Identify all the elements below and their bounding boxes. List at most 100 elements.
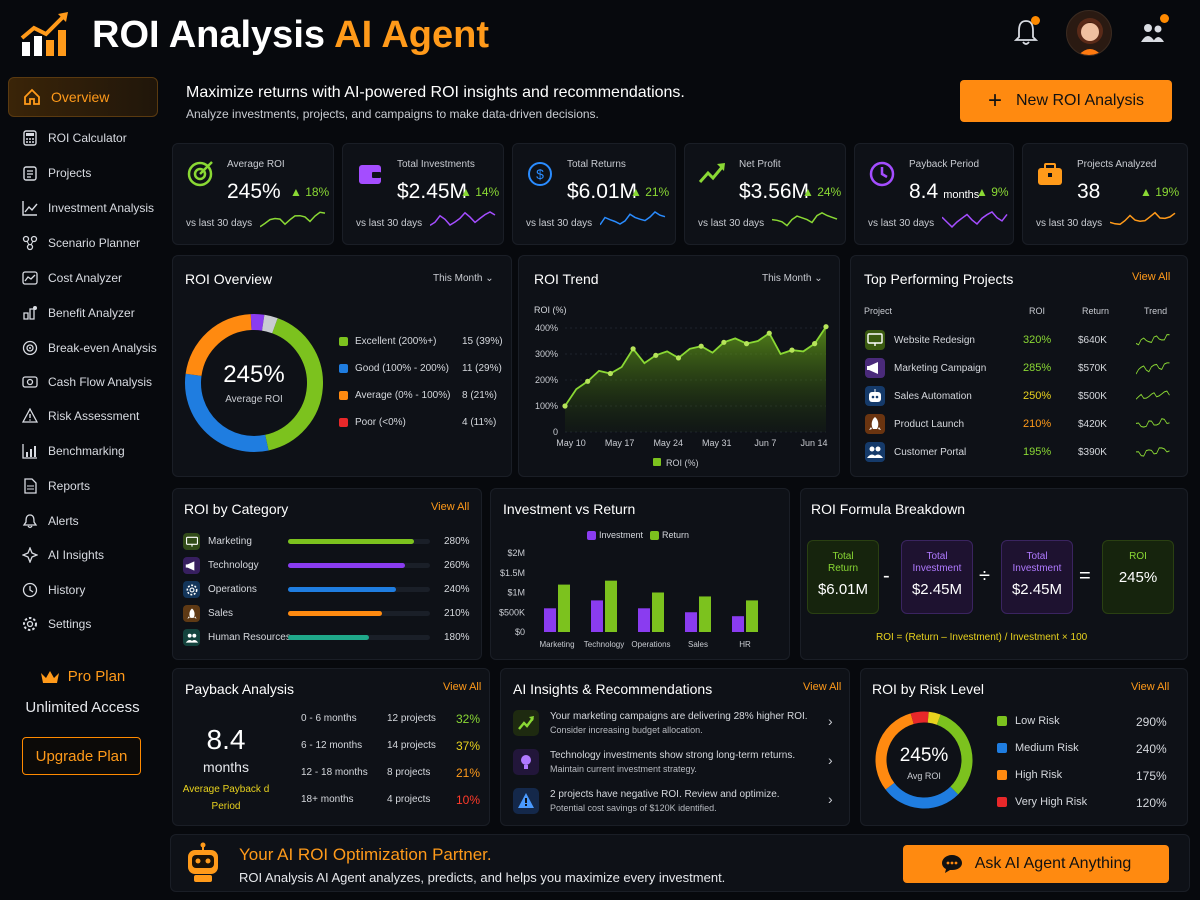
bell-icon [22,514,38,529]
svg-text:$: $ [536,166,544,182]
project-return: $420K [1078,419,1107,430]
category-bar [288,635,369,640]
sidebar-item-benefit-analyzer[interactable]: Benefit Analyzer [8,293,158,333]
sidebar-item-history[interactable]: History [8,570,158,610]
sidebar-item-roi-calculator[interactable]: ROI Calculator [8,118,158,158]
roi-by-category-card [172,488,482,660]
risk-value: 175% [1136,769,1167,783]
kpi-card[interactable] [172,143,334,245]
avatar[interactable] [1066,10,1112,56]
kpi-label: Projects Analyzed [1077,159,1157,170]
sidebar-item-investment-analysis[interactable]: Investment Analysis [8,188,158,228]
footer-subtitle: ROI Analysis AI Agent analyzes, predicts… [239,870,726,885]
x-tick-label: May 24 [653,438,683,448]
roi-trend-period-dropdown[interactable]: This Month ⌄ [762,273,823,284]
kpi-card[interactable] [512,143,676,245]
new-roi-analysis-button[interactable]: + New ROI Analysis [960,80,1172,122]
crown-icon [40,670,59,683]
data-point [675,355,682,361]
kpi-card[interactable] [684,143,846,245]
roi-formula-title: ROI Formula Breakdown [811,501,966,517]
data-point [789,347,795,353]
sidebar-item-break-even[interactable]: Break-even Analysis [8,328,158,368]
category-bar-track [288,539,430,544]
x-tick-label: May 17 [605,438,635,448]
sidebar-item-projects[interactable]: Projects [8,153,158,193]
kpi-card[interactable] [854,143,1014,245]
payback-count: 8 projects [387,767,431,778]
kpi-value: $6.01M [567,180,638,203]
users-icon[interactable] [1140,22,1166,44]
sidebar-item-reports[interactable]: Reports [8,466,158,506]
upgrade-plan-button[interactable]: Upgrade Plan [22,737,141,775]
roi-trend-ylabel: ROI (%) [534,305,567,315]
kpi-comparison: vs last 30 days [526,218,593,229]
category-label: Technology [208,560,259,571]
chevron-right-icon[interactable]: › [828,791,833,807]
top-projects-view-all-link[interactable]: View All [1132,271,1171,283]
nodes-icon [22,235,38,251]
legend-swatch [339,391,348,400]
category-bar-track [288,587,430,592]
ai-insights-view-all-link[interactable]: View All [803,681,842,693]
roi-by-risk-title: ROI by Risk Level [872,681,985,697]
return-bar [605,580,617,632]
sidebar-item-cost-analyzer[interactable]: Cost Analyzer [8,258,158,298]
category-value: 280% [444,536,470,547]
banner-subtitle: Analyze investments, projects, and campa… [186,107,599,121]
kpi-comparison: vs last 30 days [186,218,253,229]
roi-by-category-view-all-link[interactable]: View All [431,501,470,513]
kpi-sparkline [600,211,666,226]
roi-overview-period-dropdown[interactable]: This Month ⌄ [433,273,494,284]
payback-view-all-link[interactable]: View All [443,681,482,693]
ask-ai-agent-button[interactable]: Ask AI Agent Anything [903,845,1169,883]
project-name: Customer Portal [894,447,967,458]
data-point [607,370,613,377]
risk-label: High Risk [1015,769,1063,781]
payback-count: 14 projects [387,740,436,751]
project-return: $500K [1078,391,1107,402]
formula-divide: ÷ [979,565,990,587]
legend-swatch [997,743,1007,753]
project-name: Website Redesign [894,335,975,346]
clock-icon [869,161,895,187]
x-tick-label: May 10 [556,438,586,448]
sidebar-item-alerts[interactable]: Alerts [8,501,158,541]
kpi-sparkline [772,211,838,227]
trend-sparkline [1136,390,1170,400]
kpi-card[interactable] [1022,143,1188,245]
return-bar [652,592,664,632]
payback-unit: months [203,759,249,775]
sidebar-item-benchmarking[interactable]: Benchmarking [8,431,158,471]
kpi-comparison: vs last 30 days [868,218,935,229]
roi-by-risk-view-all-link[interactable]: View All [1131,681,1170,693]
category-bar-track [288,635,430,640]
payback-title: Payback Analysis [185,681,294,697]
kpi-comparison: vs last 30 days [1036,218,1103,229]
y-tick-label: $0 [515,627,525,637]
investment-bar [591,600,603,632]
chevron-right-icon[interactable]: › [828,752,833,768]
monitor-icon [865,330,885,350]
category-bar-track [288,563,430,568]
bulb-icon [513,749,539,775]
report-icon [24,478,37,494]
kpi-value: 8.4 months [909,180,980,203]
formula-text: ROI = (Return – Investment) / Investment… [876,632,1088,643]
sidebar-item-settings[interactable]: Settings [8,604,158,644]
chevron-right-icon[interactable]: › [828,713,833,729]
sidebar-item-cash-flow[interactable]: Cash Flow Analysis [8,362,158,402]
sidebar-item-scenario-planner[interactable]: Scenario Planner [8,223,158,263]
donut-segment [264,318,323,451]
sidebar-item-ai-insights[interactable]: AI Insights [8,535,158,575]
project-roi: 210% [1023,418,1052,430]
payback-value: 8.4 [206,724,246,755]
sidebar-item-overview[interactable]: Overview [8,77,158,117]
x-tick-label: May 31 [702,438,732,448]
sidebar-item-risk-assessment[interactable]: Risk Assessment [8,396,158,436]
trend-sparkline [1136,447,1170,457]
kpi-card[interactable] [342,143,504,245]
y-tick-label: $1.5M [500,568,525,578]
legend-swatch [339,418,348,427]
benchmark-icon [22,444,37,459]
